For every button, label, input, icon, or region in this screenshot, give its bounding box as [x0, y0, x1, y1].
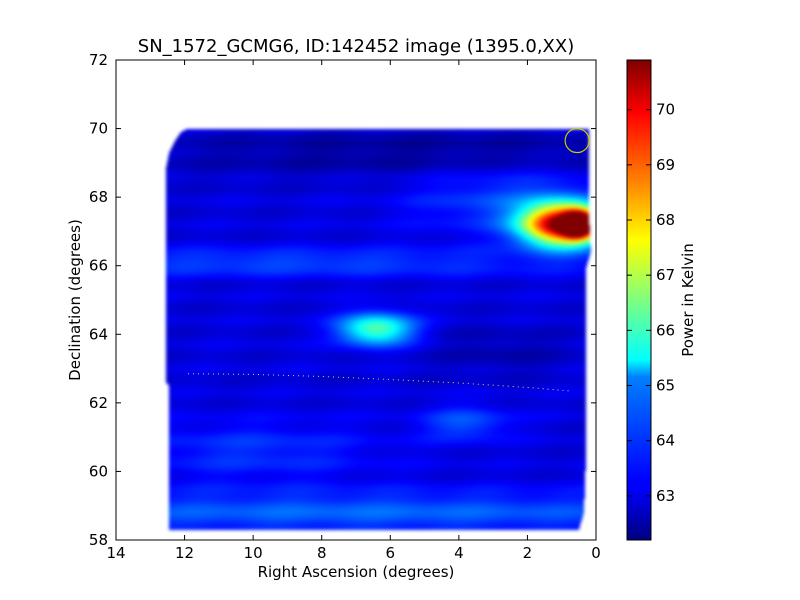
- marker-circle: [564, 127, 590, 154]
- colorbar-tick-label: 65: [656, 377, 675, 395]
- colorbar-tick-label: 70: [656, 101, 675, 119]
- x-axis: 14 12 10 8 6 4 2 0: [106, 60, 601, 562]
- colorbar-tick-label: 67: [656, 266, 675, 284]
- colorbar-tick-label: 66: [656, 321, 675, 339]
- x-axis-label: Right Ascension (degrees): [258, 563, 455, 581]
- y-tick-label: 68: [89, 188, 108, 206]
- colorbar-ticks: 63 64 65 66 67 68 69 70: [627, 101, 675, 505]
- y-tick-label: 66: [89, 257, 108, 275]
- y-axis: 58 60 62 64 66 68 70 72: [89, 51, 596, 549]
- y-tick-label: 60: [89, 462, 108, 480]
- colorbar-tick-label: 68: [656, 211, 675, 229]
- x-tick-label: 2: [523, 544, 533, 562]
- chart-title: SN_1572_GCMG6, ID:142452 image (1395.0,X…: [138, 36, 574, 57]
- colorbar-tick-label: 69: [656, 156, 675, 174]
- x-tick-label: 0: [591, 544, 601, 562]
- x-tick-label: 4: [454, 544, 464, 562]
- colorbar-tick-label: 64: [656, 432, 675, 450]
- x-tick-label: 12: [175, 544, 194, 562]
- colorbar-label: Power in Kelvin: [679, 243, 697, 357]
- x-tick-label: 10: [244, 544, 263, 562]
- y-tick-label: 70: [89, 120, 108, 138]
- colorbar-tick-label: 63: [656, 487, 675, 505]
- colorbar: [626, 59, 652, 541]
- y-tick-label: 72: [89, 51, 108, 69]
- y-axis-label: Declination (degrees): [66, 219, 84, 381]
- overlays: [187, 127, 590, 392]
- y-tick-label: 62: [89, 394, 108, 412]
- x-tick-label: 14: [106, 544, 125, 562]
- y-tick-label: 64: [89, 325, 108, 343]
- dotted-track: [187, 373, 569, 392]
- heatmap-image: [116, 60, 596, 540]
- x-tick-label: 6: [386, 544, 396, 562]
- x-tick-label: 8: [317, 544, 327, 562]
- plot-frame: [115, 59, 597, 541]
- y-tick-label: 58: [89, 531, 108, 549]
- heatmap-wrap: [116, 60, 596, 540]
